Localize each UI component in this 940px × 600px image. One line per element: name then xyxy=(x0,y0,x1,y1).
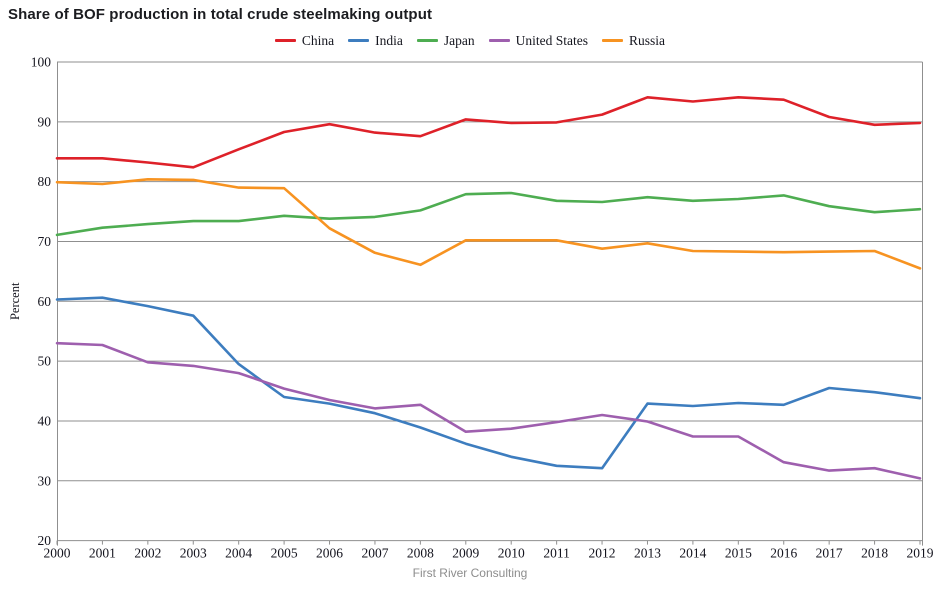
series-line-united-states xyxy=(55,341,922,480)
legend-item-united-states: United States xyxy=(488,33,589,48)
legend-label-china: China xyxy=(301,33,335,48)
legend-swatch-india xyxy=(348,39,370,43)
legend-swatch-russia xyxy=(602,39,624,43)
x-tick-label-2010: 2010 xyxy=(498,546,525,561)
legend-swatch-united-states xyxy=(488,39,510,43)
series-line-india xyxy=(55,296,922,470)
legend-label-india: India xyxy=(375,33,403,48)
x-tick-label-2008: 2008 xyxy=(407,546,434,561)
x-tick-label-2015: 2015 xyxy=(725,546,752,561)
x-tick-label-2000: 2000 xyxy=(44,546,71,561)
series-line-china xyxy=(55,96,922,169)
legend-label-russia: Russia xyxy=(629,33,666,48)
series-line-japan xyxy=(55,191,922,237)
y-tick-label-70: 70 xyxy=(38,234,52,249)
x-tick-label-2004: 2004 xyxy=(225,546,252,561)
legend-label-japan: Japan xyxy=(443,33,475,48)
x-tick-label-2012: 2012 xyxy=(589,546,616,561)
x-tick-label-2017: 2017 xyxy=(816,546,843,561)
y-tick-label-60: 60 xyxy=(38,294,52,309)
chart-title: Share of BOF production in total crude s… xyxy=(8,6,433,23)
legend-item-japan: Japan xyxy=(416,33,475,48)
y-tick-label-50: 50 xyxy=(38,354,52,369)
legend-item-russia: Russia xyxy=(602,34,665,48)
y-tick-label-90: 90 xyxy=(38,114,52,129)
x-tick-label-2001: 2001 xyxy=(89,546,116,561)
x-tick-label-2002: 2002 xyxy=(134,546,161,561)
x-tick-label-2016: 2016 xyxy=(770,546,797,561)
x-tick-label-2009: 2009 xyxy=(452,546,479,561)
x-tick-label-2014: 2014 xyxy=(679,546,706,561)
y-tick-label-40: 40 xyxy=(38,413,52,428)
chart-legend: China India Japan United States Russia xyxy=(0,34,940,48)
y-axis-title: Percent xyxy=(8,282,22,320)
x-tick-label-2007: 2007 xyxy=(361,546,388,561)
legend-label-united-states: United States xyxy=(515,33,589,48)
x-tick-label-2005: 2005 xyxy=(271,546,298,561)
x-tick-label-2013: 2013 xyxy=(634,546,661,561)
legend-swatch-japan xyxy=(416,39,438,43)
legend-item-china: China xyxy=(274,33,335,48)
y-tick-label-20: 20 xyxy=(38,533,52,548)
y-tick-label-30: 30 xyxy=(38,473,52,488)
x-tick-label-2011: 2011 xyxy=(543,546,570,561)
chart-footer: First River Consulting xyxy=(412,566,528,580)
x-tick-label-2018: 2018 xyxy=(861,546,888,561)
series-line-russia xyxy=(55,178,922,270)
y-tick-label-80: 80 xyxy=(38,174,52,189)
x-tick-label-2003: 2003 xyxy=(180,546,207,561)
x-tick-label-2006: 2006 xyxy=(316,546,343,561)
y-tick-label-100: 100 xyxy=(31,55,52,70)
legend-swatch-china xyxy=(274,39,296,43)
x-tick-label-2019: 2019 xyxy=(907,546,934,561)
legend-item-india: India xyxy=(348,34,403,48)
